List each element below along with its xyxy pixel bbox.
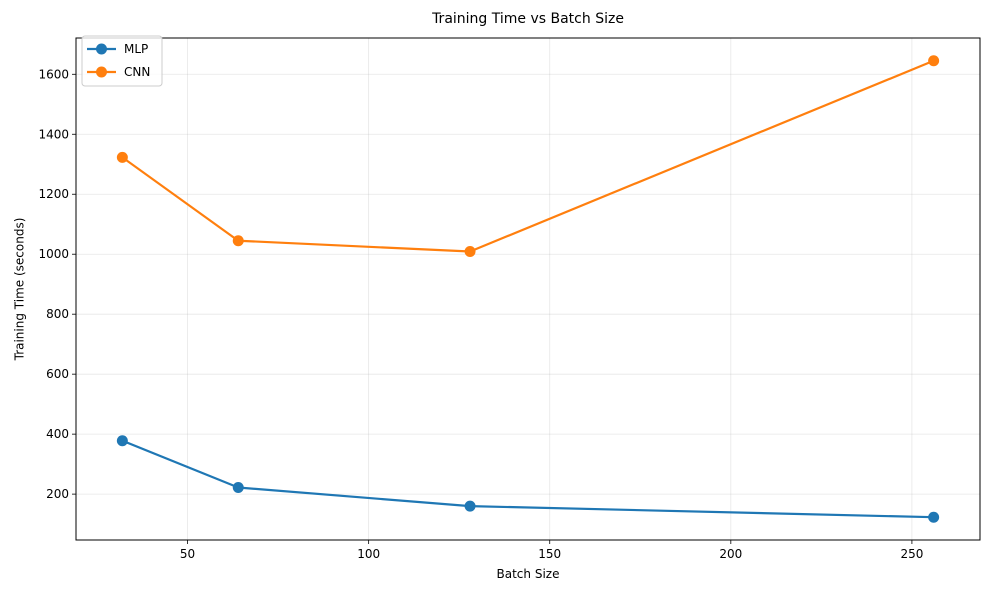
data-point-mlp [232,482,244,494]
y-tick-label: 1600 [38,67,69,81]
series-line-mlp [121,439,934,519]
data-point-cnn [464,246,476,258]
y-tick-label: 1400 [38,127,69,141]
legend-label-cnn: CNN [124,65,150,79]
y-tick-label: 600 [46,367,69,381]
data-point-cnn [116,151,128,163]
x-tick-label: 150 [538,547,561,561]
legend: MLP CNN [81,35,163,87]
y-tick-label: 1000 [38,247,69,261]
y-tick-label: 200 [46,487,69,501]
y-tick-label: 800 [46,307,69,321]
x-tick-label: 200 [719,547,742,561]
plot-frame [75,37,981,541]
legend-marker-cnn [96,66,107,78]
data-point-cnn [928,55,940,67]
legend-marker-mlp [96,43,107,55]
chart-title: Training Time vs Batch Size [431,11,624,27]
legend-label-mlp: MLP [124,42,148,56]
data-point-mlp [928,511,940,523]
x-axis-title: Batch Size [497,567,560,581]
grid [76,38,980,540]
data-point-mlp [116,435,128,447]
x-tick-label: 250 [900,547,923,561]
x-axis-ticks: 50 100 150 200 250 [180,540,923,561]
x-tick-label: 100 [357,547,380,561]
y-tick-label: 400 [46,427,69,441]
y-axis-ticks: 200 400 600 800 1000 1200 1400 1600 [38,67,76,501]
data-point-cnn [232,235,244,247]
series-layer [116,55,940,523]
y-tick-label: 1200 [38,187,69,201]
data-point-mlp [464,500,476,512]
y-axis-title: Training Time (seconds) [13,218,27,362]
x-tick-label: 50 [180,547,195,561]
series-line-cnn [121,59,935,253]
